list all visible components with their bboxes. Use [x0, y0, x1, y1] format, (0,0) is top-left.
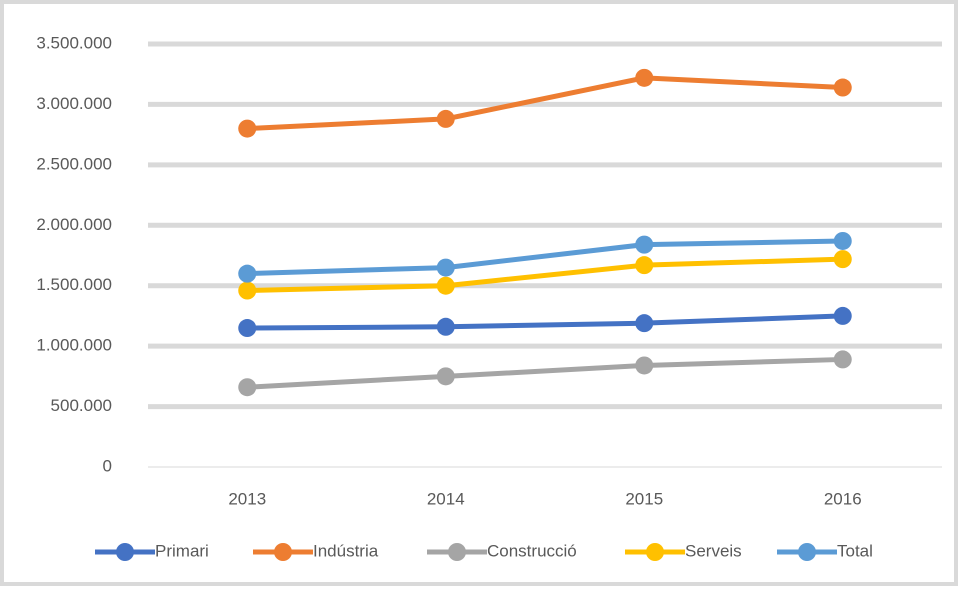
y-tick-label: 1.000.000	[36, 336, 112, 355]
series-marker	[635, 314, 654, 333]
legend-label: Construcció	[487, 541, 577, 560]
legend-label: Indústria	[313, 541, 379, 560]
legend-marker	[274, 543, 292, 561]
series-marker	[238, 119, 257, 138]
y-tick-label: 3.000.000	[36, 94, 112, 113]
series-marker	[238, 264, 257, 283]
series-marker	[635, 68, 654, 87]
series-marker	[635, 235, 654, 254]
y-tick-label: 2.500.000	[36, 154, 112, 173]
series-marker	[436, 276, 455, 295]
legend-label: Primari	[155, 541, 209, 560]
x-tick-label: 2015	[625, 489, 663, 508]
series-marker	[833, 306, 852, 325]
legend-label: Serveis	[685, 541, 742, 560]
legend-marker	[646, 543, 664, 561]
series-marker	[635, 256, 654, 275]
series-line	[247, 238, 843, 277]
y-tick-label: 0	[103, 456, 112, 475]
series-line	[247, 313, 843, 331]
y-tick-label: 500.000	[51, 396, 112, 415]
series-line	[247, 356, 843, 390]
series-line	[247, 75, 843, 132]
x-tick-label: 2013	[228, 489, 266, 508]
x-tick-label: 2016	[824, 489, 862, 508]
legend-label: Total	[837, 541, 873, 560]
series-marker	[436, 109, 455, 128]
series-marker	[436, 317, 455, 336]
y-tick-label: 1.500.000	[36, 275, 112, 294]
legend-marker	[116, 543, 134, 561]
legend-marker	[448, 543, 466, 561]
y-tick-label: 2.000.000	[36, 215, 112, 234]
legend-marker	[798, 543, 816, 561]
series-marker	[238, 378, 257, 397]
series-marker	[436, 258, 455, 277]
series-marker	[635, 356, 654, 375]
series-marker	[833, 78, 852, 97]
x-tick-label: 2014	[427, 489, 465, 508]
series-marker	[238, 281, 257, 300]
series-marker	[833, 231, 852, 250]
series-marker	[238, 319, 257, 338]
series-marker	[833, 250, 852, 269]
series-marker	[833, 350, 852, 369]
series-line	[247, 256, 843, 294]
series-marker	[436, 367, 455, 386]
y-tick-label: 3.500.000	[36, 33, 112, 52]
